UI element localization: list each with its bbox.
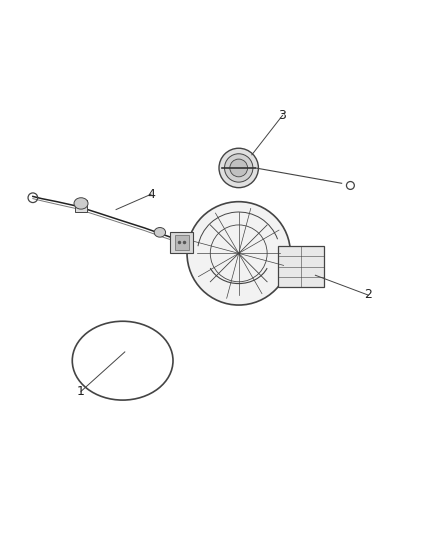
Circle shape [225,154,253,182]
Text: 4: 4 [147,188,155,201]
Circle shape [230,159,247,177]
Text: 1: 1 [77,385,85,398]
Circle shape [219,148,258,188]
Text: 3: 3 [279,109,286,122]
Ellipse shape [74,198,88,209]
Circle shape [187,201,290,305]
FancyBboxPatch shape [278,246,324,287]
Ellipse shape [154,228,166,237]
FancyBboxPatch shape [170,232,193,253]
FancyBboxPatch shape [75,200,87,212]
Text: 2: 2 [364,288,372,302]
FancyBboxPatch shape [175,235,189,250]
